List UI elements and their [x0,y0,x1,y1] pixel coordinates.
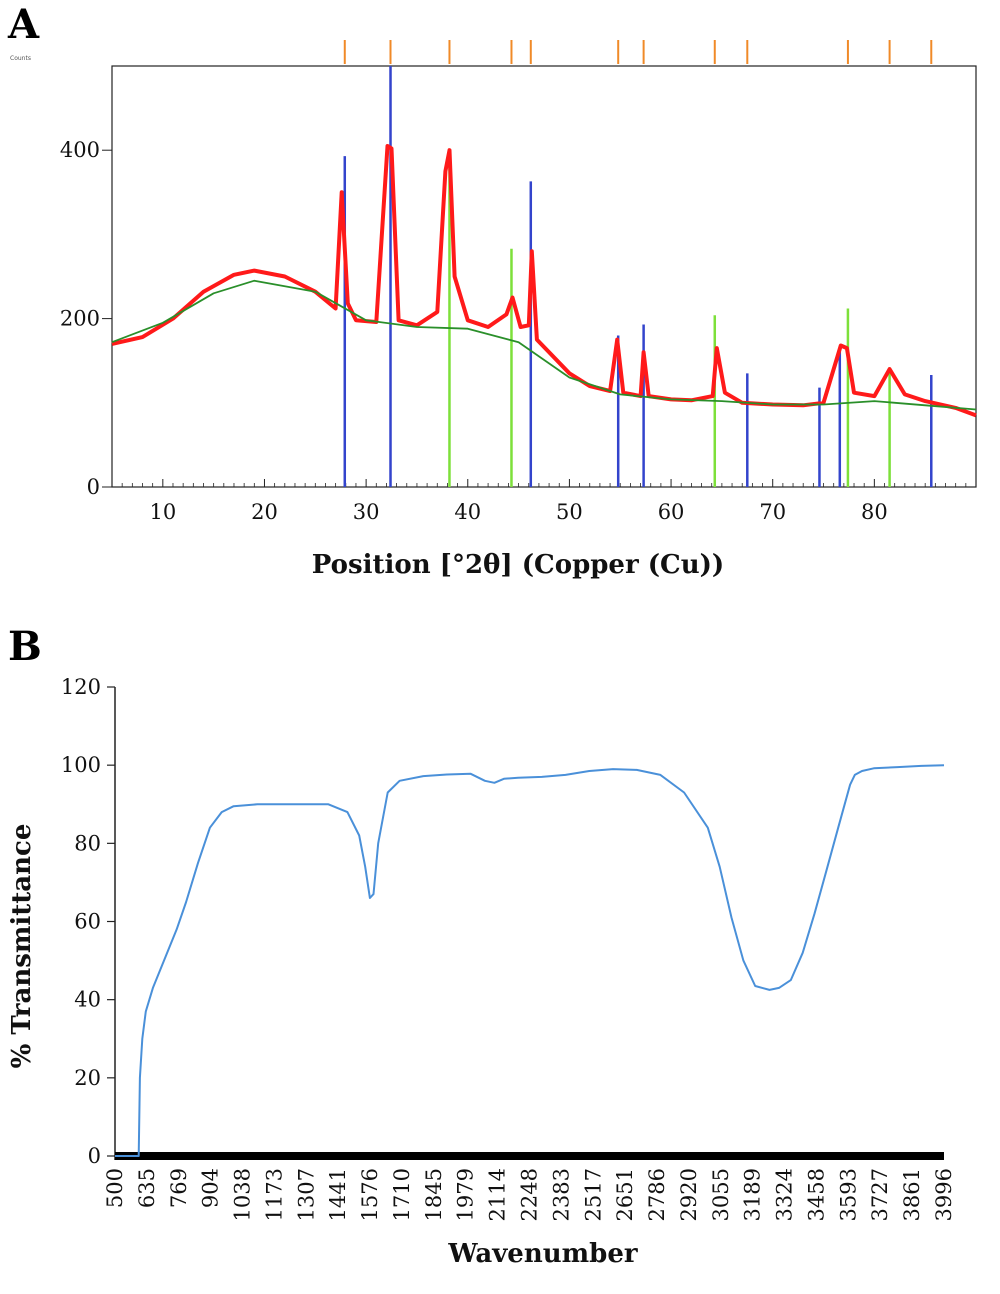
xrd-x-tick-label: 10 [149,500,176,524]
ftir-x-tick-label: 2248 [518,1168,542,1221]
xrd-x-tick-label: 30 [353,500,380,524]
ftir-x-tick-label: 2786 [645,1168,669,1221]
ftir-x-tick-label: 904 [199,1168,223,1208]
xrd-x-tick-label: 60 [658,500,685,524]
ftir-y-tick-label: 40 [74,988,101,1012]
xrd-x-tick-label: 50 [556,500,583,524]
ftir-y-tick-label: 80 [74,831,101,855]
ftir-y-tick-label: 20 [74,1066,101,1090]
xrd-series [111,144,977,418]
ftir-x-tick-label: 1979 [454,1168,478,1221]
ftir-x-tick-label: 769 [167,1168,191,1208]
ftir-x-tick-label: 3996 [932,1168,956,1221]
ftir-x-tick-label: 3458 [804,1168,828,1221]
ftir-y-axis-title: % Transmittance [7,824,37,1069]
ftir-x-tick-label: 1038 [231,1168,255,1221]
ftir-x-tick-label: 2383 [549,1168,573,1221]
ftir-y-tick-label: 0 [88,1144,101,1168]
xrd-y-tick-label: 0 [87,475,100,499]
panel-b-label: B [8,623,42,670]
ftir-x-tick-label: 2920 [677,1168,701,1221]
ftir-x-tick-label: 1173 [262,1168,286,1221]
xrd-x-tick-label: 40 [454,500,481,524]
ftir-x-tick-label: 3189 [741,1168,765,1221]
xrd-x-tick-label: 20 [251,500,278,524]
ftir-chart: 0 20 40 60 80 100 120 500 635 769 904 1038 1173 1307… [7,675,956,1269]
ftir-x-tick-label: 3861 [900,1168,924,1221]
ftir-x-tick-label: 2517 [581,1168,605,1221]
ftir-y-tick-label: 60 [74,910,101,934]
ftir-x-tick-label: 1576 [358,1168,382,1221]
ftir-x-tick-label: 3324 [773,1168,797,1221]
xrd-background-line [111,279,977,411]
xrd-x-axis-title: Position [°2θ] (Copper (Cu)) [312,550,724,580]
xrd-corner-label: Counts [10,55,31,62]
xrd-chart: Counts 10 20 30 40 50 60 70 80 0 200 400 Position… [10,40,977,580]
xrd-y-tick-label: 200 [60,307,100,331]
xrd-observed-line [111,144,977,418]
ftir-x-tick-label: 1307 [294,1168,318,1221]
xrd-x-tick-label: 70 [759,500,786,524]
ftir-y-ticks: 0 20 40 60 80 100 120 [61,675,115,1168]
ftir-x-tick-label: 2651 [613,1168,637,1221]
ftir-x-tick-label: 635 [135,1168,159,1208]
ftir-y-tick-label: 120 [61,675,101,699]
xrd-plot-frame [111,65,977,488]
ftir-transmittance-line [115,764,945,1157]
panel-a-label: A [7,1,40,48]
xrd-phase-lines [343,66,933,487]
xrd-x-ticks: 10 20 30 40 50 60 70 80 [111,479,967,524]
ftir-x-axis-title: Wavenumber [447,1239,637,1269]
ftir-x-tick-label: 3055 [709,1168,733,1221]
ftir-x-tick-label: 3593 [836,1168,860,1221]
ftir-x-ticks: 500 635 769 904 1038 1173 1307 1441 1576 1710 1845… [103,1168,956,1221]
xrd-y-ticks: 0 200 400 [60,138,112,499]
ftir-x-tick-label: 3727 [868,1168,892,1221]
ftir-x-tick-label: 2114 [486,1168,510,1221]
xrd-reference-markers [343,40,933,64]
ftir-series [115,764,945,1157]
ftir-x-tick-label: 1441 [326,1168,350,1221]
xrd-x-tick-label: 80 [861,500,888,524]
ftir-x-tick-label: 1845 [422,1168,446,1221]
ftir-y-tick-label: 100 [61,753,101,777]
ftir-x-tick-label: 500 [103,1168,127,1208]
ftir-x-tick-label: 1710 [390,1168,414,1221]
xrd-y-tick-label: 400 [60,138,100,162]
